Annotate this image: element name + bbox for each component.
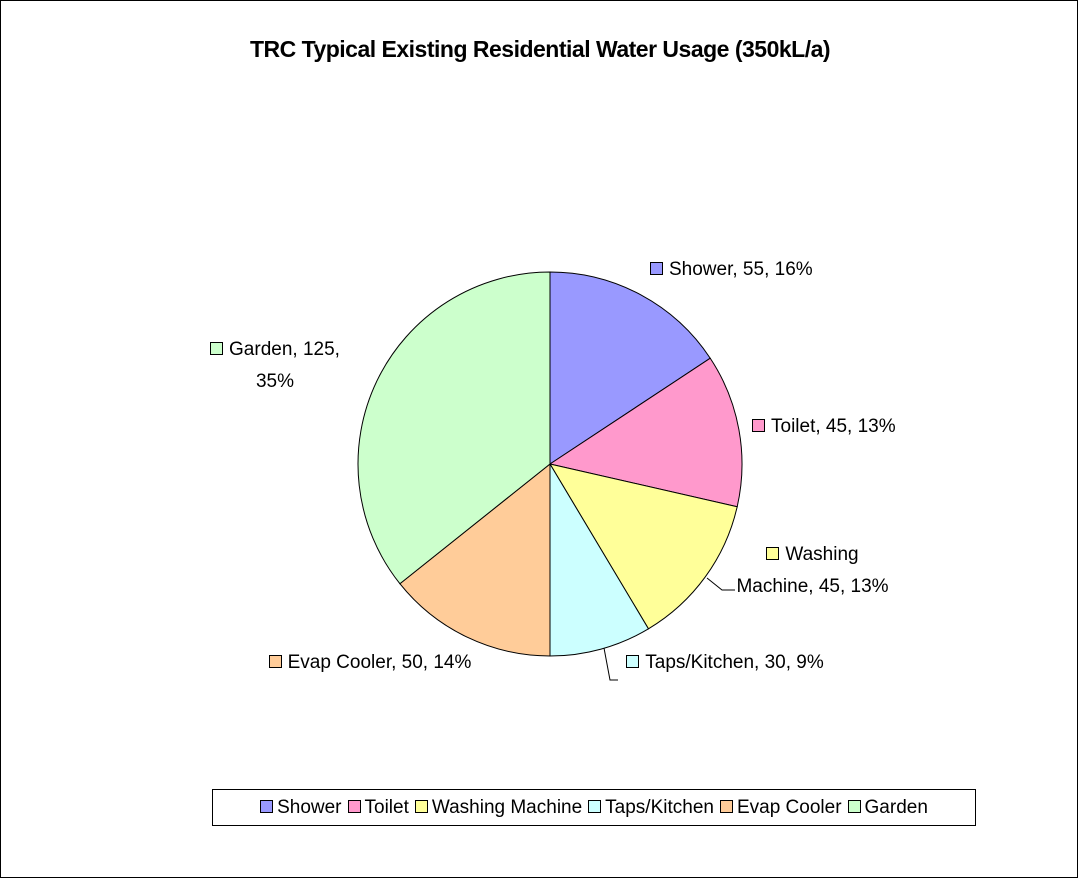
chart-title: TRC Typical Existing Residential Water U… xyxy=(249,36,831,62)
data-label-text: Taps/Kitchen, 30, 9% xyxy=(645,652,824,673)
legend-marker xyxy=(260,799,274,813)
leader-line xyxy=(706,577,735,591)
label-marker xyxy=(766,547,780,560)
pie-slice xyxy=(399,462,551,657)
label-marker xyxy=(626,655,640,668)
data-label-text: Shower, 55, 16% xyxy=(669,259,813,280)
pie-slice xyxy=(549,271,711,465)
legend-item: Toilet xyxy=(347,796,409,819)
data-label: Garden, 125, 35% xyxy=(200,334,350,398)
legend-label: Garden xyxy=(864,796,928,818)
legend-label: Evap Cooler xyxy=(736,796,842,818)
legend-item: Evap Cooler xyxy=(719,796,842,819)
legend-marker xyxy=(414,799,428,813)
legend-marker xyxy=(719,799,733,813)
legend-label: Taps/Kitchen xyxy=(605,796,714,818)
label-marker xyxy=(268,655,282,668)
pie-slice xyxy=(357,271,551,585)
data-label-text: Toilet, 45, 13% xyxy=(771,416,896,437)
legend: Shower Toilet Washing Machine Taps/Kitchen E… xyxy=(212,789,976,826)
legend-marker xyxy=(847,799,861,813)
legend-label: Shower xyxy=(277,796,342,818)
data-label-text: Garden, 125, 35% xyxy=(229,339,340,392)
data-label: Toilet, 45, 13% xyxy=(752,411,952,443)
data-label: Taps/Kitchen, 30, 9% xyxy=(615,647,835,679)
data-label: Evap Cooler, 50, 14% xyxy=(265,647,475,679)
label-marker xyxy=(210,342,224,355)
legend-marker xyxy=(347,799,361,813)
legend-item: Shower xyxy=(260,796,342,819)
data-label-text: Washing Machine, 45, 13% xyxy=(736,544,889,597)
legend-item: Washing Machine xyxy=(414,796,583,819)
pie-slice xyxy=(548,463,738,630)
legend-label: Toilet xyxy=(364,796,409,818)
label-marker xyxy=(650,262,663,275)
legend-item: Garden xyxy=(847,796,928,819)
data-label: Shower, 55, 16% xyxy=(650,254,880,286)
legend-item: Taps/Kitchen xyxy=(588,797,714,819)
data-label-text: Evap Cooler, 50, 14% xyxy=(287,652,472,673)
legend-label: Washing Machine xyxy=(431,796,583,818)
pie-slice xyxy=(549,462,650,657)
pie-slice xyxy=(548,357,743,508)
label-marker xyxy=(752,419,765,432)
data-label: Washing Machine, 45, 13% xyxy=(730,539,895,603)
legend-marker xyxy=(588,799,602,813)
leader-line xyxy=(603,647,618,681)
